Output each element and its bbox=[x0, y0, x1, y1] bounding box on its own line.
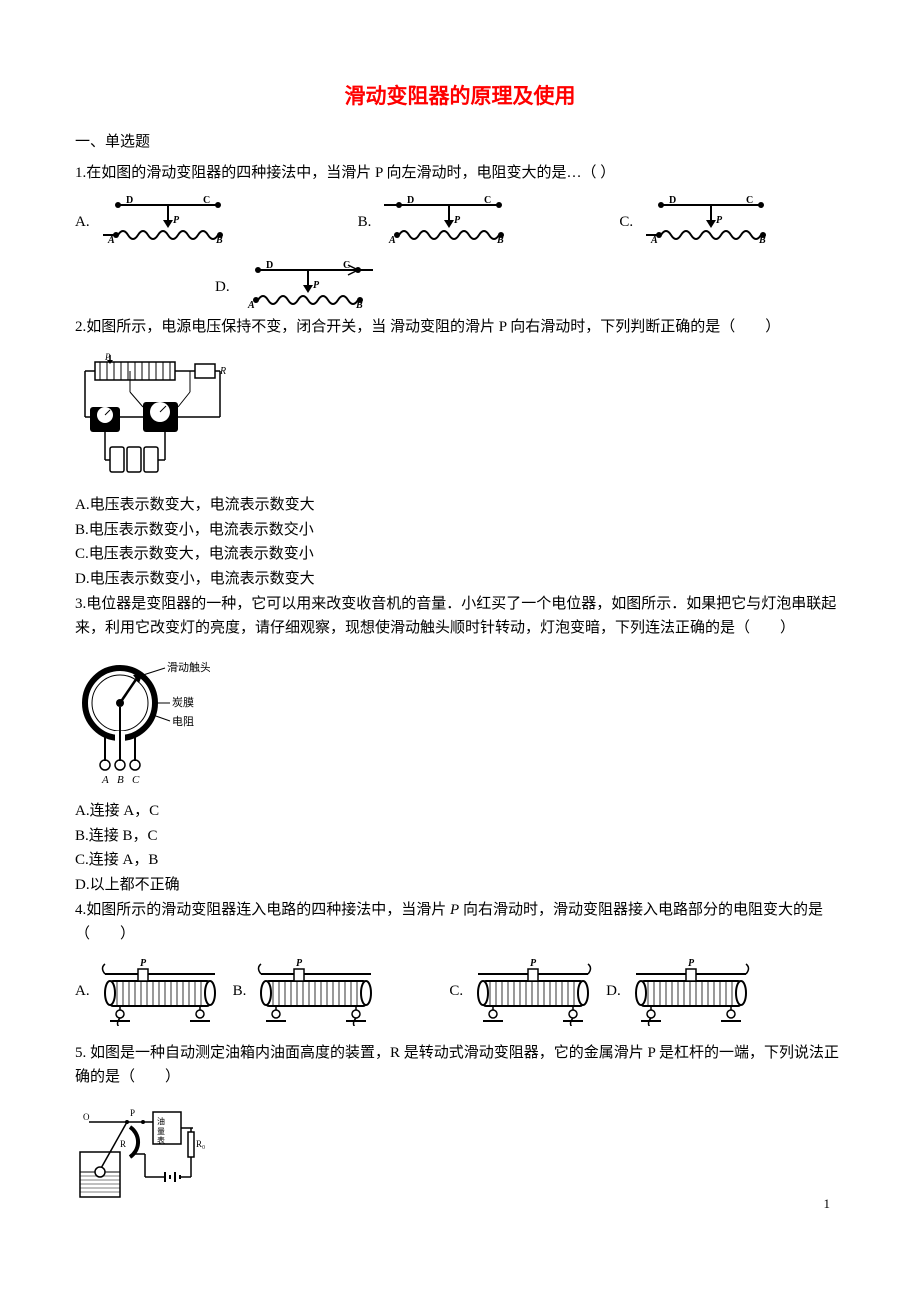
svg-text:P: P bbox=[140, 958, 147, 969]
q1-optD-label: D. bbox=[215, 279, 230, 296]
q1-optA-label: A. bbox=[75, 214, 90, 231]
svg-text:P: P bbox=[173, 215, 180, 226]
q4-options: A. P B. bbox=[75, 956, 845, 1026]
svg-text:炭膜: 炭膜 bbox=[172, 696, 194, 709]
q1-optC-label: C. bbox=[619, 214, 633, 231]
q1-option-d: D. D C P A B bbox=[215, 260, 845, 315]
svg-text:P: P bbox=[130, 1108, 135, 1118]
q4-option-c: C. P bbox=[449, 956, 598, 1026]
svg-text:B: B bbox=[117, 774, 124, 786]
q2-circuit-diagram: P R bbox=[75, 352, 230, 482]
q4-optD-label: D. bbox=[606, 983, 621, 1000]
page-title: 滑动变阻器的原理及使用 bbox=[75, 80, 845, 110]
rheostat-device-c: P bbox=[468, 956, 598, 1026]
q3-optB: B.连接 B，C bbox=[75, 825, 845, 848]
svg-text:表: 表 bbox=[157, 1135, 165, 1145]
q3-options: A.连接 A，C B.连接 B，C C.连接 A，B D.以上都不正确 bbox=[75, 800, 845, 896]
q2-optC: C.电压表示数变大，电流表示数变小 bbox=[75, 543, 845, 566]
q1-options-row1: A. D C P A B B. D C P A B C. bbox=[75, 195, 845, 250]
svg-text:量: 量 bbox=[157, 1127, 165, 1136]
rheostat-device-a: P bbox=[95, 956, 225, 1026]
q1-option-a: A. D C P A B bbox=[75, 195, 238, 250]
svg-text:D: D bbox=[407, 195, 414, 206]
svg-text:B: B bbox=[496, 235, 504, 246]
rheostat-diagram-c: D C P A B bbox=[641, 195, 781, 250]
q4-option-a: A. P bbox=[75, 956, 225, 1026]
q3-optD: D.以上都不正确 bbox=[75, 874, 845, 897]
rheostat-device-b: P bbox=[251, 956, 381, 1026]
svg-text:B: B bbox=[758, 235, 766, 246]
q4-text: 4.如图所示的滑动变阻器连入电路的四种接法中，当滑片 P 向右滑动时，滑动变阻器… bbox=[75, 898, 845, 946]
q2-optA: A.电压表示数变大，电流表示数变大 bbox=[75, 494, 845, 517]
page-number: 1 bbox=[824, 1196, 831, 1212]
q4-option-d: D. P bbox=[606, 956, 756, 1026]
svg-text:油: 油 bbox=[157, 1116, 165, 1126]
svg-text:C: C bbox=[132, 774, 140, 786]
q4-optA-label: A. bbox=[75, 983, 90, 1000]
svg-text:P: P bbox=[454, 215, 461, 226]
q3-potentiometer-diagram: 滑动触头 炭膜 电阻 A B C bbox=[75, 653, 210, 788]
svg-text:D: D bbox=[266, 260, 273, 271]
q3-optA: A.连接 A，C bbox=[75, 800, 845, 823]
rheostat-device-d: P bbox=[626, 956, 756, 1026]
svg-text:O: O bbox=[83, 1112, 90, 1122]
svg-text:C: C bbox=[203, 195, 210, 206]
q1-option-c: C. D C P A B bbox=[619, 195, 781, 250]
svg-text:电阻: 电阻 bbox=[172, 715, 194, 728]
svg-text:C: C bbox=[746, 195, 753, 206]
svg-text:A: A bbox=[650, 235, 658, 246]
q1-optB-label: B. bbox=[358, 214, 372, 231]
svg-text:B: B bbox=[215, 235, 223, 246]
svg-text:A: A bbox=[101, 774, 109, 786]
rheostat-diagram-d: D C P A B bbox=[238, 260, 378, 315]
svg-text:R₀: R₀ bbox=[196, 1139, 205, 1149]
svg-text:P: P bbox=[688, 958, 695, 969]
q2-optD: D.电压表示数变小，电流表示数变大 bbox=[75, 568, 845, 591]
svg-text:A: A bbox=[107, 235, 115, 246]
rheostat-diagram-a: D C P A B bbox=[98, 195, 238, 250]
q5-oil-gauge-diagram: O P R 油 量 表 R₀ bbox=[75, 1102, 205, 1202]
q2-optB: B.电压表示数变小，电流表示数交小 bbox=[75, 519, 845, 542]
svg-text:D: D bbox=[669, 195, 676, 206]
q3-text: 3.电位器是变阻器的一种，它可以用来改变收音机的音量．小红买了一个电位器，如图所… bbox=[75, 592, 845, 640]
svg-text:P: P bbox=[530, 958, 537, 969]
svg-text:P: P bbox=[296, 958, 303, 969]
svg-text:D: D bbox=[126, 195, 133, 206]
q3-optC: C.连接 A，B bbox=[75, 849, 845, 872]
q1-option-b: B. D C P A B bbox=[358, 195, 520, 250]
section-header: 一、单选题 bbox=[75, 130, 845, 151]
q4-option-b: B. P bbox=[233, 956, 382, 1026]
svg-text:A: A bbox=[247, 300, 255, 311]
svg-text:C: C bbox=[484, 195, 491, 206]
svg-text:滑动触头: 滑动触头 bbox=[167, 660, 210, 674]
svg-text:R: R bbox=[120, 1139, 126, 1149]
q2-text: 2.如图所示，电源电压保持不变，闭合开关，当 滑动变阻的滑片 P 向右滑动时，下… bbox=[75, 315, 845, 339]
q1-text: 1.在如图的滑动变阻器的四种接法中，当滑片 P 向左滑动时，电阻变大的是…（ ） bbox=[75, 161, 845, 185]
svg-text:A: A bbox=[388, 235, 396, 246]
rheostat-diagram-b: D C P A B bbox=[379, 195, 519, 250]
q4-optC-label: C. bbox=[449, 983, 463, 1000]
svg-text:P: P bbox=[313, 280, 320, 291]
svg-text:P: P bbox=[716, 215, 723, 226]
q4-optB-label: B. bbox=[233, 983, 247, 1000]
q5-text: 5. 如图是一种自动测定油箱内油面高度的装置，R 是转动式滑动变阻器，它的金属滑… bbox=[75, 1041, 845, 1089]
q2-options: A.电压表示数变大，电流表示数变大 B.电压表示数变小，电流表示数交小 C.电压… bbox=[75, 494, 845, 590]
svg-text:B: B bbox=[355, 300, 363, 311]
